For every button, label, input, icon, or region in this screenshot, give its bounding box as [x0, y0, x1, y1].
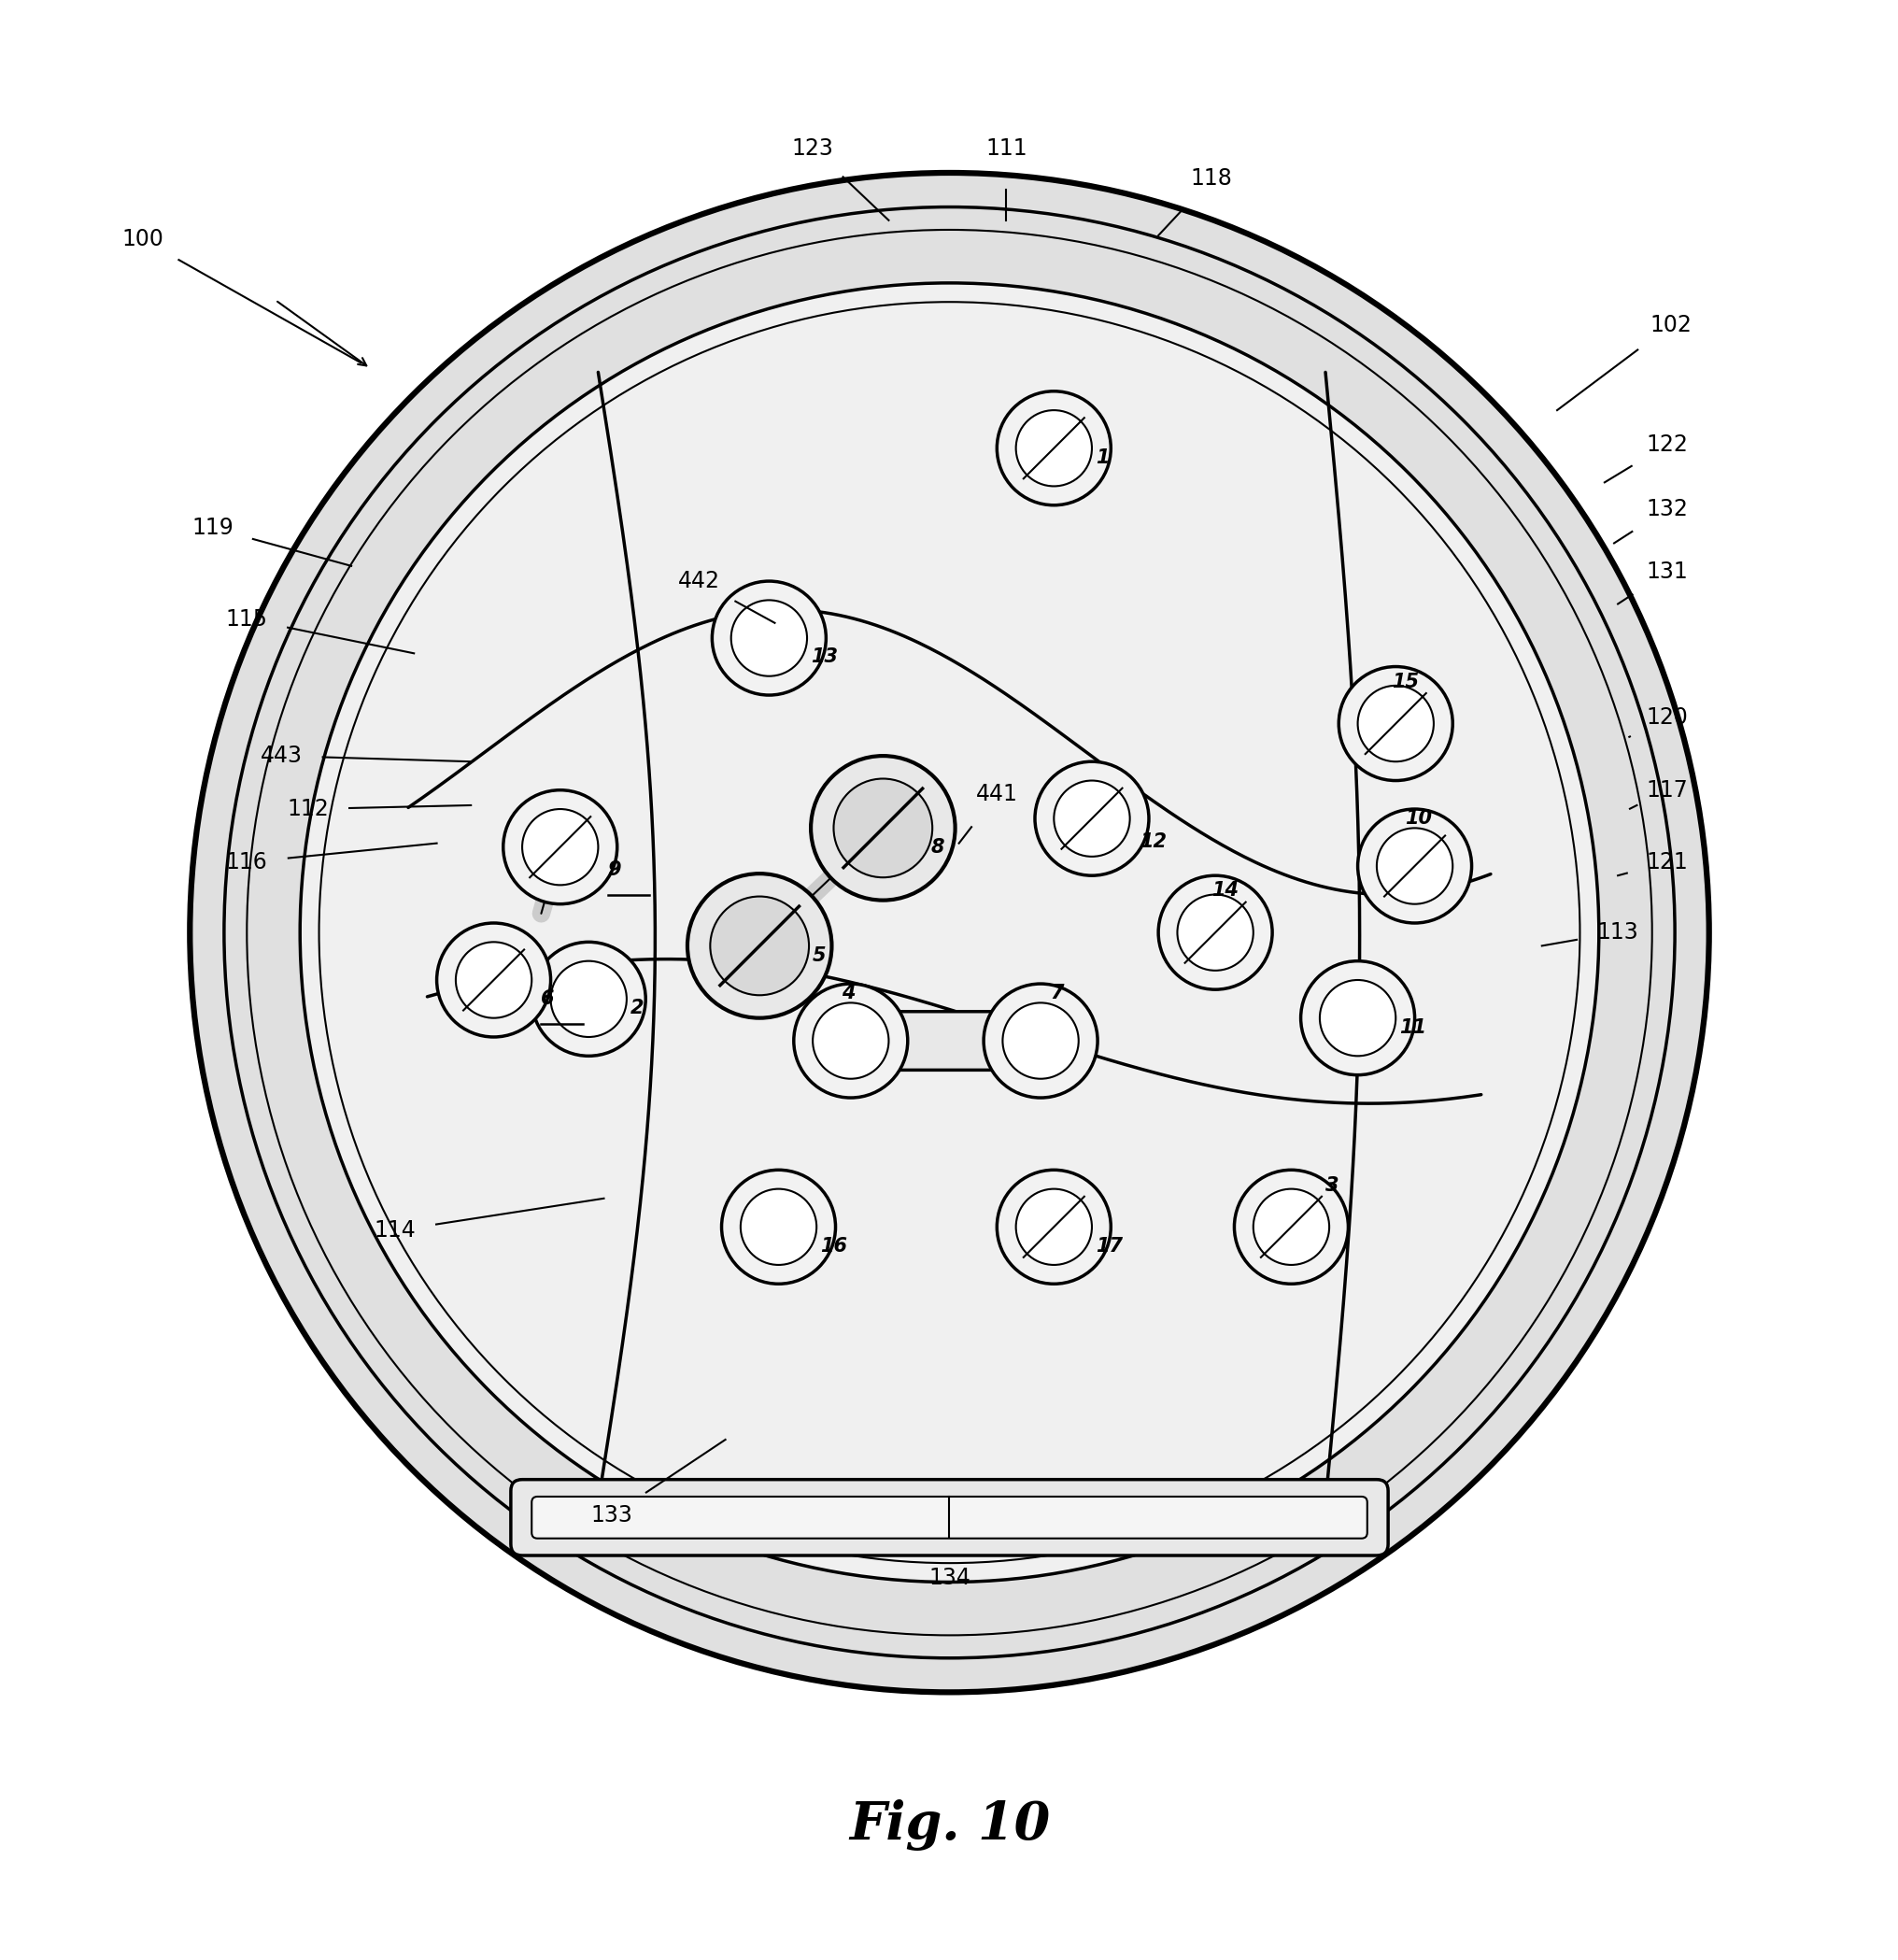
- Text: 4: 4: [841, 984, 854, 1004]
- Circle shape: [550, 960, 626, 1037]
- Text: 121: 121: [1646, 851, 1687, 874]
- Circle shape: [983, 984, 1097, 1098]
- Circle shape: [996, 1170, 1110, 1284]
- Text: 115: 115: [226, 608, 268, 631]
- Text: 119: 119: [192, 517, 233, 539]
- Text: 2: 2: [630, 1000, 643, 1017]
- Circle shape: [1357, 809, 1471, 923]
- Circle shape: [1253, 1190, 1329, 1264]
- Circle shape: [740, 1190, 816, 1264]
- Text: 7: 7: [1050, 984, 1063, 1004]
- FancyBboxPatch shape: [531, 1497, 1367, 1539]
- Circle shape: [456, 943, 531, 1017]
- Circle shape: [710, 896, 809, 996]
- Circle shape: [300, 282, 1598, 1582]
- Text: 112: 112: [287, 798, 328, 821]
- Circle shape: [721, 1170, 835, 1284]
- Text: 132: 132: [1646, 498, 1687, 519]
- Text: 443: 443: [260, 745, 302, 766]
- Circle shape: [1300, 960, 1414, 1074]
- Text: Fig. 10: Fig. 10: [848, 1799, 1050, 1850]
- Text: 10: 10: [1405, 809, 1431, 827]
- Text: 12: 12: [1139, 831, 1165, 851]
- Circle shape: [712, 582, 826, 696]
- Text: 102: 102: [1649, 314, 1691, 335]
- Text: 442: 442: [678, 570, 719, 592]
- FancyBboxPatch shape: [803, 1011, 1088, 1070]
- Circle shape: [1357, 686, 1433, 762]
- Circle shape: [1177, 894, 1253, 970]
- Text: 15: 15: [1391, 672, 1418, 692]
- Text: 131: 131: [1646, 561, 1687, 582]
- Circle shape: [190, 172, 1708, 1691]
- Text: 441: 441: [976, 782, 1017, 806]
- Text: 116: 116: [226, 851, 268, 874]
- Text: 133: 133: [590, 1505, 632, 1527]
- Circle shape: [531, 943, 645, 1056]
- Circle shape: [810, 757, 955, 900]
- Text: 117: 117: [1646, 778, 1687, 802]
- Circle shape: [503, 790, 617, 904]
- Text: 111: 111: [985, 137, 1027, 159]
- Text: 122: 122: [1646, 433, 1687, 455]
- Text: 17: 17: [1095, 1237, 1122, 1254]
- Circle shape: [1234, 1170, 1348, 1284]
- Text: 13: 13: [810, 649, 837, 666]
- Circle shape: [1158, 876, 1272, 990]
- Circle shape: [1053, 780, 1129, 857]
- Text: 16: 16: [820, 1237, 847, 1254]
- FancyBboxPatch shape: [511, 1480, 1387, 1556]
- Text: 8: 8: [930, 837, 943, 857]
- Text: 100: 100: [121, 227, 163, 251]
- Circle shape: [731, 600, 807, 676]
- Text: 11: 11: [1399, 1017, 1425, 1037]
- Circle shape: [1034, 762, 1148, 876]
- Text: 113: 113: [1596, 921, 1638, 943]
- Circle shape: [1376, 827, 1452, 904]
- Text: 118: 118: [1190, 167, 1232, 190]
- Circle shape: [812, 1004, 888, 1078]
- Circle shape: [522, 809, 598, 886]
- Circle shape: [793, 984, 907, 1098]
- Text: 3: 3: [1325, 1176, 1338, 1194]
- Text: 1: 1: [1095, 449, 1108, 466]
- Circle shape: [833, 778, 932, 878]
- Circle shape: [1319, 980, 1395, 1056]
- Circle shape: [1015, 410, 1091, 486]
- Text: 6: 6: [541, 990, 554, 1007]
- Text: 9: 9: [607, 860, 621, 880]
- Circle shape: [687, 874, 831, 1017]
- Text: 123: 123: [791, 137, 833, 159]
- Text: 134: 134: [928, 1568, 970, 1590]
- Circle shape: [1002, 1004, 1078, 1078]
- Circle shape: [1015, 1190, 1091, 1264]
- Circle shape: [1338, 666, 1452, 780]
- Text: 114: 114: [374, 1219, 416, 1243]
- Circle shape: [437, 923, 550, 1037]
- Text: 5: 5: [812, 947, 826, 964]
- Text: 120: 120: [1646, 708, 1687, 729]
- Circle shape: [996, 392, 1110, 506]
- Text: 14: 14: [1211, 882, 1237, 900]
